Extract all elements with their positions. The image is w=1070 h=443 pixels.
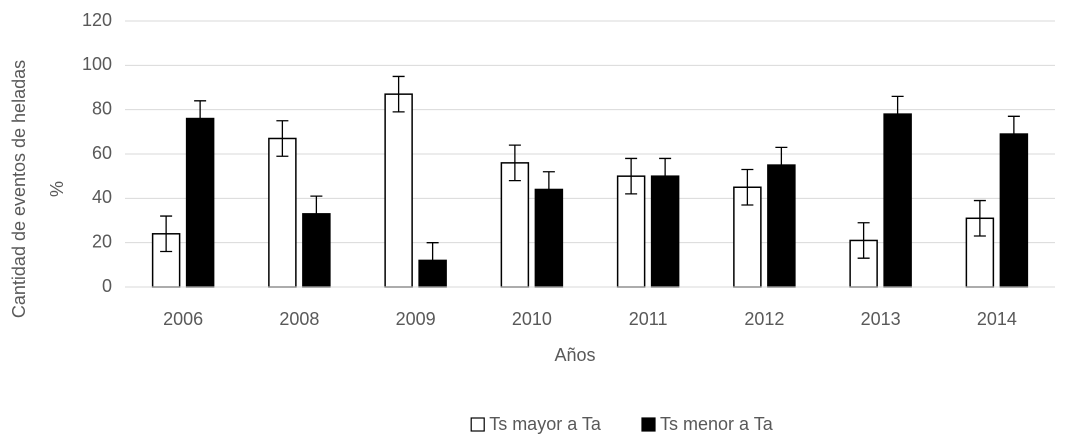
x-tick-label: 2006 (163, 309, 203, 329)
error-bar (542, 171, 555, 208)
error-bar (160, 215, 173, 253)
x-axis-label: Años (554, 345, 595, 365)
error-bar (194, 100, 207, 137)
error-bar (508, 144, 521, 182)
y-tick-label: 0 (102, 276, 112, 296)
error-bar (426, 242, 439, 279)
error-bar (310, 195, 323, 233)
legend-swatch (470, 417, 485, 432)
x-tick-label: 2014 (977, 309, 1017, 329)
error-bar (1007, 115, 1020, 153)
x-tick-label: 2009 (396, 309, 436, 329)
y-tick-label: 100 (82, 54, 112, 74)
y-axis-label: Cantidad de eventos de heladas (9, 60, 29, 318)
y-tick-label: 120 (82, 10, 112, 30)
y-tick-label: 80 (92, 98, 112, 118)
bar (999, 133, 1029, 288)
bar (185, 117, 215, 288)
x-tick-label: 2013 (861, 309, 901, 329)
x-tick-label: 2010 (512, 309, 552, 329)
error-bar (857, 222, 870, 259)
y-tick-label: 20 (92, 231, 112, 251)
error-bar (891, 95, 904, 133)
legend-label: Ts menor a Ta (660, 414, 774, 434)
x-tick-label: 2012 (744, 309, 784, 329)
error-bar (392, 75, 405, 113)
bar (500, 162, 530, 288)
error-bar (625, 157, 638, 195)
y-axis-label: % (47, 181, 67, 197)
error-bar (973, 199, 986, 237)
y-tick-label: 60 (92, 143, 112, 163)
error-bar (659, 157, 672, 195)
error-bar (741, 168, 754, 206)
x-tick-label: 2011 (629, 309, 668, 329)
legend-label: Ts mayor a Ta (489, 414, 602, 434)
bar (883, 113, 912, 288)
y-tick-label: 40 (92, 187, 112, 207)
legend-swatch (641, 417, 656, 432)
error-bar (775, 146, 788, 184)
bar (384, 93, 413, 288)
error-bar (276, 120, 289, 157)
bar (268, 137, 297, 288)
x-tick-label: 2008 (279, 309, 319, 329)
